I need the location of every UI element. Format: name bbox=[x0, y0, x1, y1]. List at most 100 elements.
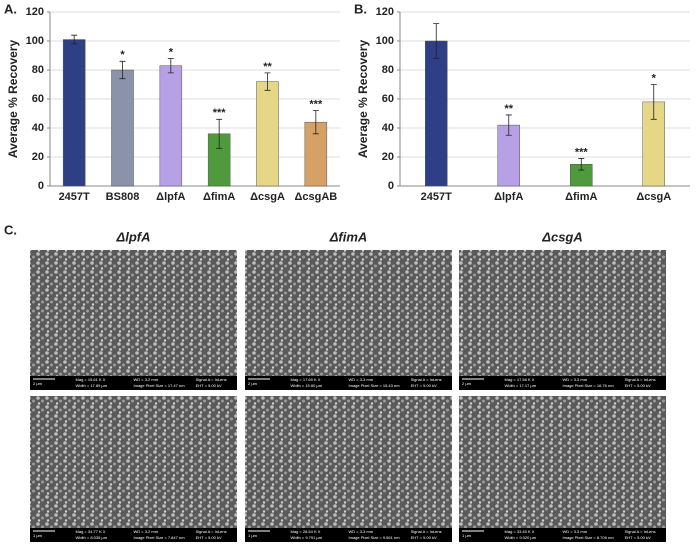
panel-label: B. bbox=[354, 1, 367, 16]
info-bar bbox=[245, 528, 452, 542]
x-tick-label: ΔfimA bbox=[565, 191, 597, 203]
x-tick-label: ΔcsgA bbox=[250, 191, 285, 203]
info-text: Width = 9.791 µm bbox=[291, 535, 323, 540]
info-text: Width = 17.17 µm bbox=[505, 383, 537, 388]
scale-label: 1 µm bbox=[248, 533, 258, 538]
info-text: Image Pixel Size = 8.709 nm bbox=[563, 535, 615, 540]
info-text: WD = 3.2 mm bbox=[134, 529, 159, 534]
info-bar bbox=[459, 376, 666, 390]
panel-label: C. bbox=[4, 222, 17, 237]
x-tick-label: ΔcsgA bbox=[636, 191, 671, 203]
info-text: EHT = 5.00 kV bbox=[196, 535, 222, 540]
info-text: Width = 9.020 µm bbox=[505, 535, 537, 540]
info-text: Image Pixel Size = 16.76 nm bbox=[563, 383, 615, 388]
y-tick-label: 60 bbox=[382, 93, 394, 105]
info-text: Image Pixel Size = 9.561 nm bbox=[349, 535, 401, 540]
info-text: Signal A = InLens bbox=[625, 529, 656, 534]
error-bar bbox=[167, 58, 174, 74]
info-text: EHT = 5.00 kV bbox=[196, 383, 222, 388]
y-tick-label: 120 bbox=[376, 6, 394, 18]
y-tick-label: 40 bbox=[382, 122, 394, 134]
info-text: Signal A = InLens bbox=[411, 377, 442, 382]
y-tick-label: 0 bbox=[38, 180, 44, 192]
significance: * bbox=[169, 46, 174, 58]
sem-image bbox=[30, 250, 237, 390]
significance: ** bbox=[504, 103, 513, 115]
significance: * bbox=[652, 72, 657, 84]
info-text: Image Pixel Size = 7.847 nm bbox=[134, 535, 186, 540]
y-axis-label: Average % Recovery bbox=[356, 40, 370, 159]
y-tick-label: 80 bbox=[32, 64, 44, 76]
info-bar bbox=[30, 376, 237, 390]
info-text: WD = 3.2 mm bbox=[134, 377, 159, 382]
info-text: Signal A = InLens bbox=[196, 377, 227, 382]
x-tick-label: ΔcsgAB bbox=[294, 191, 337, 203]
info-text: EHT = 5.00 kV bbox=[625, 535, 651, 540]
info-text: WD = 3.3 mm bbox=[349, 529, 374, 534]
y-tick-label: 40 bbox=[32, 122, 44, 134]
scale-label: 2 µm bbox=[248, 381, 258, 386]
y-tick-label: 100 bbox=[26, 35, 44, 47]
scale-label: 2 µm bbox=[33, 381, 43, 386]
significance: *** bbox=[213, 107, 227, 119]
bar bbox=[425, 40, 448, 187]
y-tick-label: 80 bbox=[382, 64, 394, 76]
info-text: Mag = 17.69 K X bbox=[291, 377, 321, 382]
scale-label: 1 µm bbox=[462, 533, 472, 538]
sem-image bbox=[459, 250, 666, 390]
info-text: Width = 15.80 µm bbox=[291, 383, 323, 388]
x-tick-label: BS808 bbox=[106, 191, 140, 203]
info-text: Mag = 33.45 K X bbox=[505, 529, 535, 534]
info-text: Signal A = InLens bbox=[625, 377, 656, 382]
bar bbox=[256, 81, 279, 187]
x-tick-label: ΔlpfA bbox=[156, 191, 185, 203]
error-bar bbox=[578, 158, 585, 171]
info-bar bbox=[30, 528, 237, 542]
info-text: Width = 8.035 µm bbox=[76, 535, 108, 540]
y-tick-label: 20 bbox=[382, 151, 394, 163]
y-tick-label: 120 bbox=[26, 6, 44, 18]
info-text: Image Pixel Size = 15.43 nm bbox=[349, 383, 401, 388]
y-tick-label: 100 bbox=[376, 35, 394, 47]
info-text: Mag = 28.54 K X bbox=[291, 529, 321, 534]
error-bar bbox=[433, 23, 440, 59]
significance: *** bbox=[309, 99, 323, 111]
sem-image bbox=[245, 396, 452, 542]
x-tick-label: 2457T bbox=[421, 191, 452, 203]
sem-image bbox=[245, 250, 452, 390]
info-text: Mag = 34.77 K X bbox=[76, 529, 106, 534]
info-text: Signal A = InLens bbox=[196, 529, 227, 534]
column-title: ΔlpfA bbox=[116, 229, 151, 244]
sem-image bbox=[30, 396, 237, 542]
info-text: WD = 3.3 mm bbox=[349, 377, 374, 382]
bar bbox=[111, 69, 134, 187]
significance: * bbox=[120, 49, 125, 61]
error-bar bbox=[119, 60, 126, 80]
x-tick-label: ΔfimA bbox=[203, 191, 235, 203]
info-text: Mag = 17.56 K X bbox=[505, 377, 535, 382]
error-bar bbox=[216, 118, 223, 149]
x-tick-label: 2457T bbox=[59, 191, 90, 203]
sem-image bbox=[459, 396, 666, 542]
column-title: ΔfimA bbox=[329, 229, 368, 244]
scale-label: 1 µm bbox=[33, 533, 43, 538]
y-tick-label: 0 bbox=[388, 180, 394, 192]
info-text: WD = 3.3 mm bbox=[563, 377, 588, 382]
significance: *** bbox=[575, 146, 589, 158]
column-title: ΔcsgA bbox=[541, 229, 583, 244]
info-bar bbox=[245, 376, 452, 390]
info-text: Signal A = InLens bbox=[411, 529, 442, 534]
info-text: Mag = 15.61 K X bbox=[76, 377, 106, 382]
info-text: EHT = 5.00 kV bbox=[411, 535, 437, 540]
y-tick-label: 20 bbox=[32, 151, 44, 163]
significance: ** bbox=[263, 61, 272, 73]
info-text: EHT = 5.00 kV bbox=[411, 383, 437, 388]
info-text: Width = 17.89 µm bbox=[76, 383, 108, 388]
scale-label: 2 µm bbox=[462, 381, 472, 386]
info-text: Image Pixel Size = 17.47 nm bbox=[134, 383, 186, 388]
x-tick-label: ΔlpfA bbox=[494, 191, 523, 203]
error-bar bbox=[505, 114, 512, 136]
bar bbox=[62, 39, 86, 187]
error-bar bbox=[650, 84, 657, 120]
